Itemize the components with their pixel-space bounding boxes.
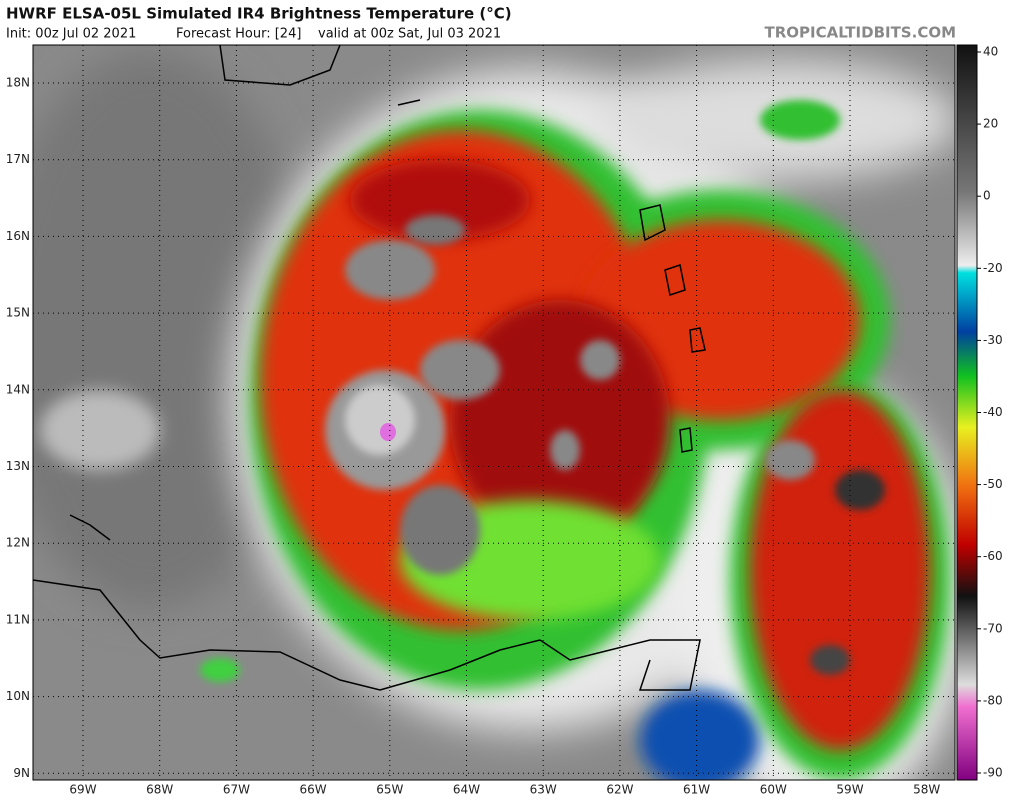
colorbar-label: 40 [983, 45, 998, 59]
lon-label: 69W [69, 783, 96, 797]
lat-label: 18N [6, 76, 30, 90]
colorbar-label: -60 [983, 549, 1003, 563]
colorbar [956, 44, 978, 781]
lon-label: 66W [300, 783, 327, 797]
lon-label: 58W [913, 783, 940, 797]
lat-label: 16N [6, 229, 30, 243]
forecast-hour: Forecast Hour: [24] [176, 27, 301, 42]
colorbar-label: -30 [983, 333, 1003, 347]
valid-time: valid at 00z Sat, Jul 03 2021 [318, 27, 501, 42]
title: HWRF ELSA-05L Simulated IR4 Brightness T… [6, 5, 512, 23]
lon-label: 67W [223, 783, 250, 797]
lat-label: 9N [13, 766, 30, 780]
lon-label: 64W [453, 783, 480, 797]
colorbar-label: -40 [983, 405, 1003, 419]
map-frame [32, 44, 956, 781]
colorbar-label: -90 [983, 766, 1003, 780]
lon-label: 61W [683, 783, 710, 797]
lon-label: 63W [530, 783, 557, 797]
lat-label: 11N [6, 612, 30, 626]
colorbar-label: -50 [983, 477, 1003, 491]
colorbar-label: 20 [983, 117, 998, 131]
colorbar-label: -20 [983, 261, 1003, 275]
lon-label: 68W [146, 783, 173, 797]
colorbar-label: -70 [983, 621, 1003, 635]
graticule [33, 45, 955, 780]
init: Init: 00z Jul 02 2021 [6, 27, 136, 42]
satellite-image [33, 45, 955, 780]
lon-label: 60W [760, 783, 787, 797]
colorbar-label: 0 [983, 189, 991, 203]
lat-label: 13N [6, 459, 30, 473]
lat-label: 15N [6, 306, 30, 320]
lon-label: 59W [836, 783, 863, 797]
lon-label: 65W [376, 783, 403, 797]
lat-label: 14N [6, 382, 30, 396]
lat-label: 17N [6, 152, 30, 166]
lat-label: 12N [6, 536, 30, 550]
lon-label: 62W [606, 783, 633, 797]
colorbar-label: -80 [983, 693, 1003, 707]
lat-label: 10N [6, 689, 30, 703]
source: TROPICALTIDBITS.COM [765, 24, 957, 42]
